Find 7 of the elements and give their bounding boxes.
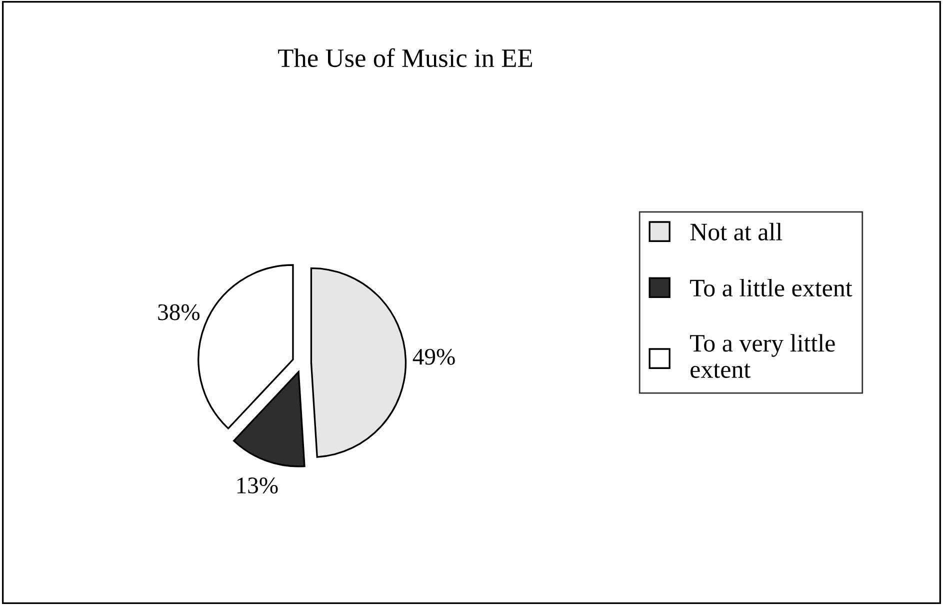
legend-label: To a very little extent (690, 334, 835, 378)
data-label: 49% (412, 348, 455, 365)
data-label: 38% (158, 304, 200, 320)
data-label: 13% (237, 477, 278, 494)
legend-label: To a little extent (690, 278, 852, 297)
chart-title: The Use of Music in EE (278, 48, 532, 68)
legend-label: Not at all (690, 222, 782, 240)
